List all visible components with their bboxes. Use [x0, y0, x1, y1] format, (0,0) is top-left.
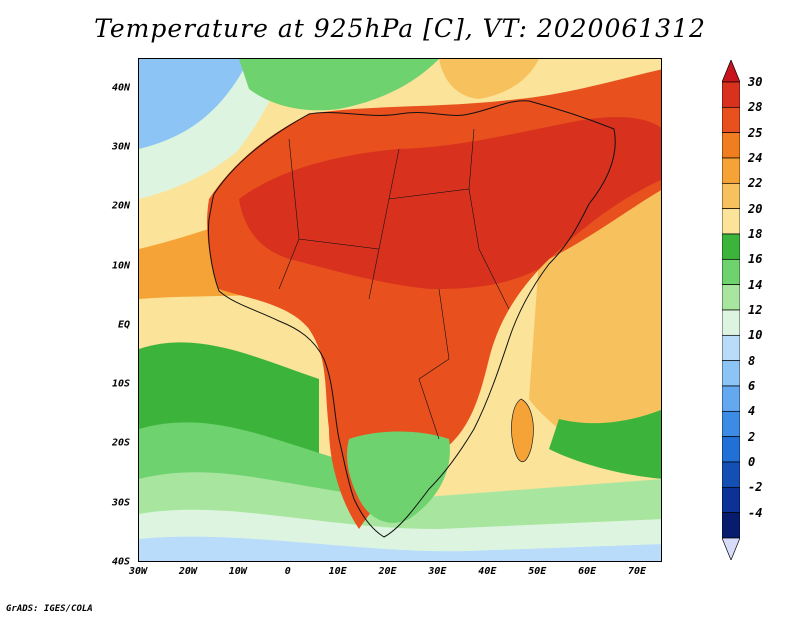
colorbar-swatch: [722, 486, 740, 514]
colorbar-tick-label: 25: [748, 125, 763, 140]
colorbar-tick-label: 22: [748, 176, 763, 191]
lat-tick-label: 20N: [111, 200, 130, 212]
chart-title: Temperature at 925hPa [C], VT: 202006131…: [94, 14, 706, 43]
south-indian-green: [549, 409, 661, 479]
lon-tick-label: 20W: [178, 566, 197, 577]
lon-tick-label: 30W: [128, 566, 148, 577]
colorbar-tick-label: 24: [748, 151, 763, 165]
lon-tick-label: 60E: [578, 566, 597, 577]
colorbar-tick-label: 4: [748, 404, 756, 419]
colorbar-tick-label: 12: [748, 303, 763, 317]
colorbar-tick-label: 0: [748, 455, 756, 469]
lon-tick-label: 0: [284, 566, 291, 577]
lon-tick-label: 50E: [528, 566, 547, 577]
north-atlantic-blue: [139, 59, 249, 149]
colorbar-swatch: [722, 309, 740, 336]
colorbar-swatch: [722, 360, 740, 387]
credit-text: GrADS: IGES/COLA: [6, 604, 93, 614]
colorbar-swatch: [722, 258, 740, 286]
colorbar-swatch: [722, 512, 740, 539]
lon-tick-label: 20E: [378, 566, 397, 577]
colorbar-tick-label: 6: [748, 379, 756, 393]
country-borders: [278, 128, 510, 440]
colorbar-swatch: [722, 385, 740, 412]
lat-tick-label: 30S: [111, 497, 130, 509]
colorbar-tick-label: 14: [748, 277, 763, 292]
colorbar-tick-label: 8: [748, 353, 756, 368]
colorbar-tick-label: 18: [748, 227, 763, 241]
lat-tick-label: 20S: [111, 437, 130, 449]
colorbar-tick-label: 16: [748, 252, 763, 267]
colorbar-tick-label: 2: [748, 429, 756, 444]
lat-tick-label: 10N: [111, 260, 130, 272]
colorbar-tick-label: -2: [748, 480, 763, 495]
colorbar-swatch: [722, 410, 740, 438]
lat-tick-label: 40S: [111, 556, 130, 568]
lon-tick-label: 10E: [328, 566, 347, 577]
colorbar-tick-label: 10: [748, 328, 763, 343]
temperature-field-map: [139, 59, 661, 561]
colorbar-tick-label: -4: [748, 505, 763, 520]
colorbar-swatch: [722, 233, 740, 260]
colorbar-swatch: [722, 106, 740, 134]
colorbar-tick-label: 20: [748, 201, 763, 216]
map-plot-area: [138, 58, 662, 562]
lon-tick-label: 40E: [478, 566, 497, 577]
colorbar-swatch: [722, 284, 740, 311]
africa-coastline: [208, 100, 616, 538]
lat-tick-label: 10S: [111, 378, 130, 390]
lon-tick-label: 10W: [228, 566, 247, 577]
southern-africa-green: [347, 431, 450, 523]
madagascar: [511, 398, 534, 462]
colorbar-bottom-arrow: [722, 537, 740, 560]
lat-tick-label: EQ: [117, 319, 130, 331]
colorbar-swatch: [722, 334, 740, 362]
lon-tick-label: 70E: [628, 566, 647, 577]
north-atlantic-pale: [139, 59, 289, 199]
lat-tick-label: 30N: [111, 141, 130, 153]
lon-tick-label: 30E: [428, 566, 447, 577]
colorbar-tick-label: 30: [748, 75, 763, 89]
colorbar-swatch: [722, 436, 740, 463]
colorbar-swatch: [722, 81, 740, 108]
colorbar: [722, 60, 740, 560]
colorbar-top-arrow: [722, 60, 740, 83]
eastern-mediterranean-yellow: [439, 59, 539, 99]
sahara-hot-core: [239, 117, 661, 289]
colorbar-swatch: [722, 132, 740, 159]
colorbar-swatch: [722, 182, 740, 210]
colorbar-swatch: [722, 157, 740, 184]
colorbar-swatch: [722, 208, 740, 235]
colorbar-swatch: [722, 461, 740, 488]
lat-tick-label: 40N: [111, 82, 130, 94]
southern-ocean-blue: [139, 536, 661, 561]
europe-mediterranean-green: [239, 59, 439, 111]
colorbar-tick-label: 28: [748, 100, 763, 115]
indian-ocean-warm: [529, 180, 661, 479]
